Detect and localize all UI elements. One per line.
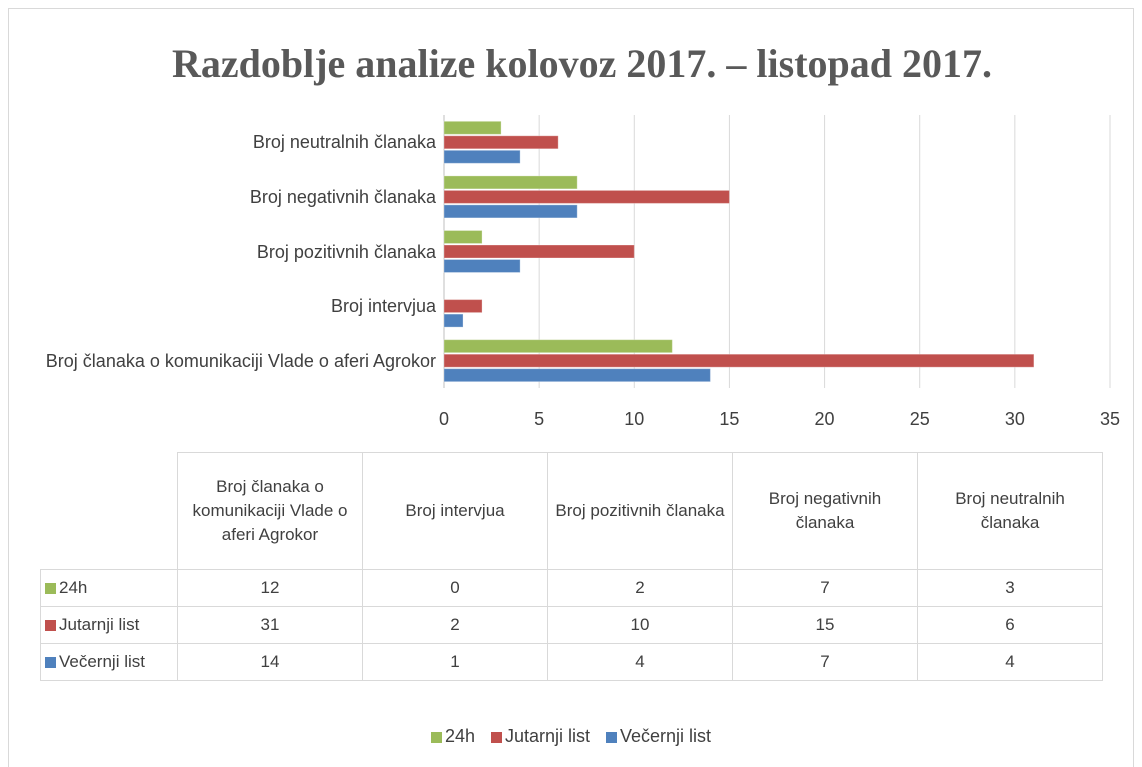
table-header: Broj neutralnih članaka <box>917 452 1103 570</box>
table-cell: 14 <box>177 643 363 681</box>
series-name: Večernji list <box>59 652 145 671</box>
chart-title: Razdoblje analize kolovoz 2017. – listop… <box>172 41 992 86</box>
table-cell: 2 <box>547 569 733 607</box>
table-header: Broj negativnih članaka <box>732 452 918 570</box>
table-row-label: Večernji list <box>40 643 178 681</box>
table-corner <box>41 453 178 570</box>
table-cell: 4 <box>917 643 1103 681</box>
series-name: 24h <box>59 578 88 597</box>
table-header: Broj pozitivnih članaka <box>547 452 733 570</box>
table-row: 24h 12 0 2 7 3 <box>40 569 1103 607</box>
x-tick-label: 0 <box>439 409 449 429</box>
legend: 24h Jutarnji list Večernji list <box>0 726 1142 747</box>
bar <box>443 244 635 259</box>
data-table: Broj članaka o komunikaciji Vlade o afer… <box>40 452 1103 681</box>
table-header-row: Broj članaka o komunikaciji Vlade o afer… <box>41 452 1103 570</box>
legend-label: Jutarnji list <box>504 726 591 746</box>
bar <box>443 189 730 204</box>
legend-swatch <box>430 732 442 743</box>
table-cell: 31 <box>177 606 363 644</box>
legend-swatch <box>490 732 502 743</box>
y-tick-label: Broj intervjua <box>330 296 436 317</box>
table-cell: 1 <box>362 643 548 681</box>
x-tick-label: 15 <box>719 409 739 429</box>
table-header: Broj članaka o komunikaciji Vlade o afer… <box>177 452 363 570</box>
table-cell: 10 <box>547 606 733 644</box>
table-cell: 4 <box>547 643 733 681</box>
table-header: Broj intervjua <box>362 452 548 570</box>
legend-swatch <box>606 732 618 743</box>
bar <box>443 313 464 328</box>
legend-item: Jutarnji list <box>490 726 591 746</box>
x-tick-label: 10 <box>624 409 644 429</box>
table-cell: 7 <box>732 569 918 607</box>
legend-swatch <box>45 583 56 594</box>
legend-swatch <box>45 620 56 631</box>
y-tick-label: Broj negativnih članaka <box>249 186 436 207</box>
table-row-label: Jutarnji list <box>40 606 178 644</box>
x-tick-label: 5 <box>534 409 544 429</box>
legend-item: 24h <box>430 726 475 746</box>
table-cell: 6 <box>917 606 1103 644</box>
bar <box>443 230 483 244</box>
series-name: Jutarnji list <box>59 615 140 634</box>
legend-label: Večernji list <box>620 726 712 746</box>
table-row-label: 24h <box>40 569 178 607</box>
y-tick-label: Broj pozitivnih članaka <box>256 241 436 262</box>
table-cell: 7 <box>732 643 918 681</box>
table-cell: 2 <box>362 606 548 644</box>
bar <box>443 120 502 135</box>
table-cell: 0 <box>362 569 548 607</box>
bar <box>443 204 578 219</box>
bar <box>443 339 673 354</box>
legend-swatch <box>45 657 56 668</box>
bar <box>443 149 521 164</box>
y-tick-label: Broj članaka o komunikaciji Vlade o afer… <box>45 350 436 371</box>
table-row: Jutarnji list 31 2 10 15 6 <box>40 606 1103 644</box>
x-tick-label: 35 <box>1100 409 1120 429</box>
bar <box>443 135 559 150</box>
legend-label: 24h <box>444 726 475 746</box>
y-tick-label: Broj neutralnih članaka <box>252 132 436 153</box>
chart-border <box>8 8 1134 767</box>
x-tick-label: 30 <box>1005 409 1025 429</box>
legend-item: Večernji list <box>606 726 711 746</box>
table-row: Večernji list 14 1 4 7 4 <box>40 643 1103 681</box>
bar <box>443 175 578 190</box>
table-cell: 12 <box>177 569 363 607</box>
bar <box>443 353 1035 368</box>
bar <box>443 259 521 273</box>
table-cell: 15 <box>732 606 918 644</box>
bar <box>443 299 483 314</box>
x-tick-label: 20 <box>815 409 835 429</box>
x-tick-label: 25 <box>910 409 930 429</box>
table-cell: 3 <box>917 569 1103 607</box>
bar <box>443 368 711 383</box>
